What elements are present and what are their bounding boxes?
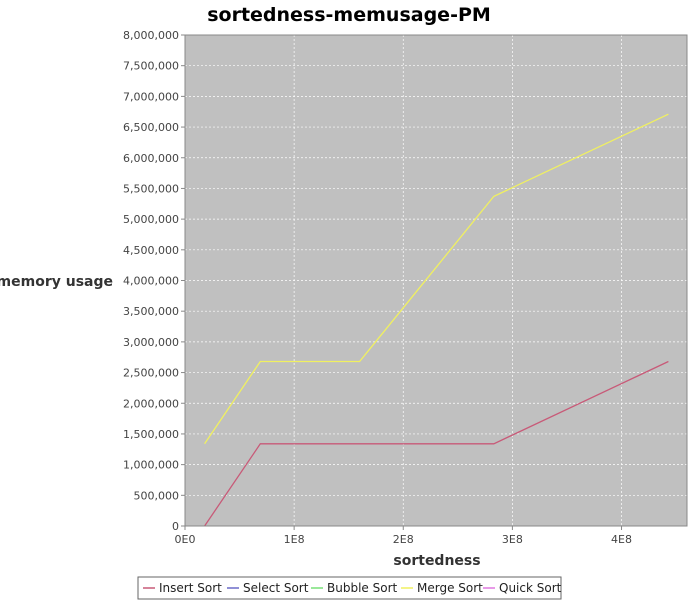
y-tick-label: 1,500,000 — [123, 428, 179, 441]
legend-label-quick-sort: Quick Sort — [499, 581, 562, 595]
y-tick-label: 500,000 — [134, 489, 180, 502]
plot-area — [185, 35, 687, 526]
y-tick-label: 8,000,000 — [123, 29, 179, 42]
y-axis: 0 500,000 1,000,000 1,500,000 2,000,000 2,500… — [123, 29, 185, 533]
legend-label-insert-sort: Insert Sort — [159, 581, 222, 595]
y-tick-label: 2,500,000 — [123, 367, 179, 380]
y-tick-label: 3,500,000 — [123, 305, 179, 318]
legend-label-select-sort: Select Sort — [243, 581, 309, 595]
y-tick-label: 7,500,000 — [123, 60, 179, 73]
y-tick-label: 7,000,000 — [123, 90, 179, 103]
chart-title: sortedness-memusage-PM — [207, 4, 491, 26]
legend: Insert Sort Select Sort Bubble Sort Merge S… — [137, 576, 562, 600]
x-axis: 0E0 1E8 2E8 3E8 4E8 — [175, 526, 632, 546]
series-lines — [204, 113, 669, 527]
x-tick-label: 1E8 — [284, 533, 305, 546]
legend-label-bubble-sort: Bubble Sort — [327, 581, 397, 595]
y-tick-label: 5,000,000 — [123, 213, 179, 226]
x-tick-label: 4E8 — [611, 533, 632, 546]
y-axis-label: memory usage — [0, 274, 113, 290]
x-axis-label: sortedness — [393, 553, 480, 569]
y-tick-label: 6,500,000 — [123, 121, 179, 134]
legend-label-merge-sort: Merge Sort — [417, 581, 483, 595]
y-tick-label: 3,000,000 — [123, 336, 179, 349]
legend-items: Insert Sort Select Sort Bubble Sort Merge S… — [143, 581, 562, 595]
y-tick-label: 1,000,000 — [123, 459, 179, 472]
plot-border — [184, 34, 688, 527]
y-tick-label: 5,500,000 — [123, 182, 179, 195]
x-tick-label: 2E8 — [393, 533, 414, 546]
legend-box — [137, 576, 562, 600]
x-tick-label: 0E0 — [175, 533, 196, 546]
y-tick-label: 2,000,000 — [123, 397, 179, 410]
series-line-insert-sort — [204, 360, 669, 527]
y-tick-label: 4,000,000 — [123, 275, 179, 288]
x-tick-label: 3E8 — [502, 533, 523, 546]
y-tick-label: 4,500,000 — [123, 244, 179, 257]
y-tick-label: 0 — [172, 520, 179, 533]
series-line-merge-sort — [204, 113, 669, 445]
y-tick-label: 6,000,000 — [123, 152, 179, 165]
